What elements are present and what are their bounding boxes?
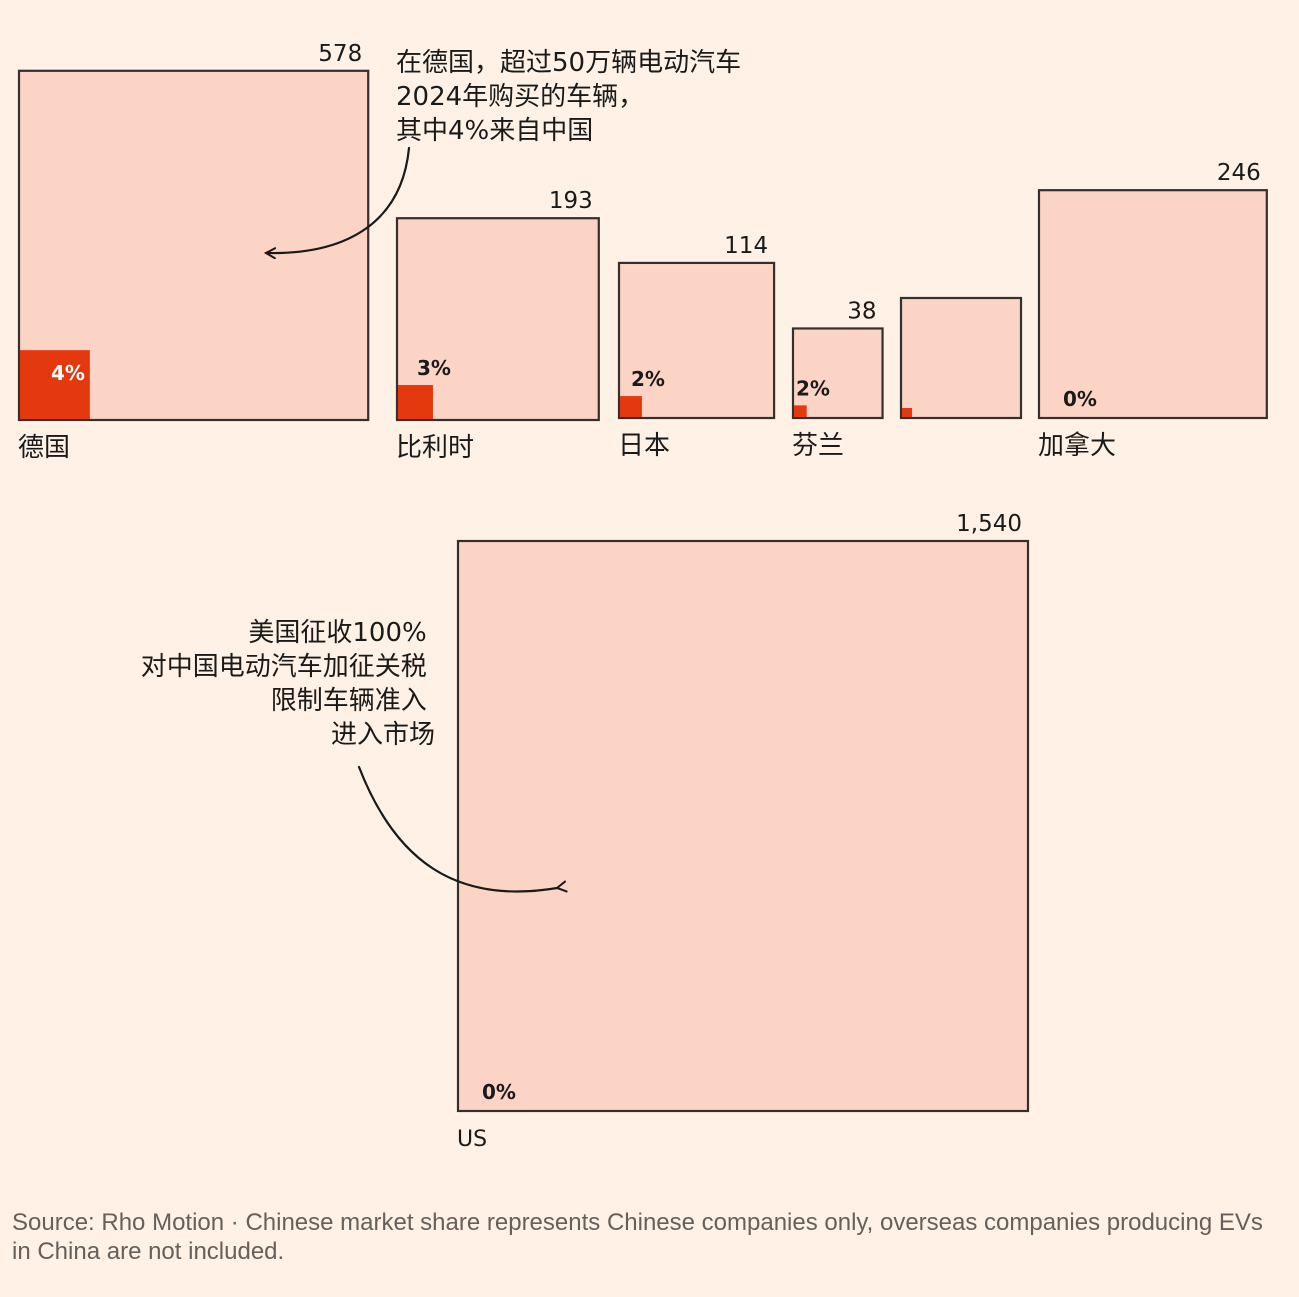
annotation-germany-arrow — [266, 146, 411, 253]
annotation-germany: 在德国，超过50万辆电动汽车 2024年购买的车辆， 其中4%来自中国 — [396, 48, 749, 146]
annotation-us-line: 限制车辆准入 — [271, 686, 427, 716]
total-label: 578 — [318, 41, 362, 67]
country-label: 加拿大 — [1038, 431, 1116, 461]
annotation-germany-line: 在德国，超过50万辆电动汽车 — [396, 48, 741, 78]
annotation-germany-line: 其中4%来自中国 — [396, 116, 593, 146]
market-square — [899, 296, 1023, 420]
annotation-us-line: 进入市场 — [331, 720, 435, 750]
total-label: 1,540 — [956, 511, 1022, 537]
share-label: 4% — [51, 361, 85, 385]
country-label: 德国 — [18, 433, 70, 463]
total-label: 38 — [847, 298, 876, 324]
china-share-square — [20, 350, 90, 419]
country-label: 日本 — [618, 431, 670, 461]
country-label: 芬兰 — [792, 431, 844, 461]
china-share-square — [794, 405, 807, 417]
source-note: Source: Rho Motion · Chinese market shar… — [12, 1209, 1263, 1265]
share-label: 0% — [1063, 387, 1097, 411]
chart-svg: 578 4% 德国 193 3% 比利时 114 2% 日本 38 2% 芬兰 246 0% 加拿大 1,54… — [17, 41, 1268, 1152]
annotation-us: 美国征收100% 对中国电动汽车加征关税 限制车辆准入 进入市场 — [141, 618, 435, 750]
annotation-us-line: 对中国电动汽车加征关税 — [141, 652, 427, 682]
market-square — [456, 539, 1030, 1113]
square-group: 578 4% 德国 193 3% 比利时 114 2% 日本 38 2% 芬兰 246 0% 加拿大 1,54… — [17, 41, 1268, 1152]
market-square — [617, 261, 776, 420]
china-share-square — [398, 385, 433, 419]
annotation-germany-line: 2024年购买的车辆， — [396, 82, 644, 112]
market-square — [791, 327, 884, 420]
country-label: US — [457, 1127, 487, 1152]
share-label: 2% — [631, 367, 665, 391]
china-share-square — [902, 408, 912, 417]
total-label: 246 — [1217, 160, 1261, 186]
country-label: 比利时 — [396, 433, 474, 463]
share-label: 3% — [417, 356, 451, 380]
total-label: 193 — [549, 188, 593, 214]
china-share-square — [620, 396, 642, 417]
annotation-us-line: 美国征收100% — [248, 618, 426, 648]
market-square — [1037, 189, 1268, 420]
share-label: 2% — [796, 376, 830, 400]
total-label: 114 — [724, 233, 768, 259]
share-label: 0% — [482, 1080, 516, 1104]
annotation-us-arrow — [357, 765, 557, 893]
